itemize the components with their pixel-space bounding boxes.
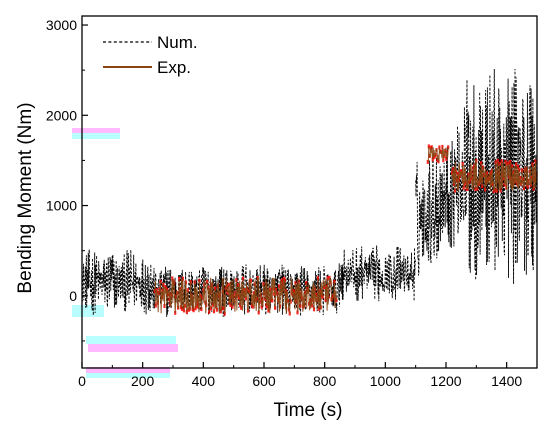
legend-exp-label: Exp. — [157, 58, 191, 77]
num-series-line-2 — [339, 245, 416, 302]
y-tick-label: 2000 — [46, 107, 77, 123]
x-tick-label: 1000 — [370, 373, 401, 389]
color-artifact — [72, 133, 120, 139]
color-artifact — [86, 373, 170, 378]
ticks-layer: 0 200 400 600 800 1000 1200 1400 0 1000 2000 3000 — [46, 17, 523, 389]
num-series-line-3 — [415, 126, 462, 276]
series-layer — [81, 68, 538, 317]
y-tick-label: 3000 — [46, 17, 77, 33]
exp-series-line-2 — [451, 159, 538, 192]
x-tick-label: 800 — [313, 373, 337, 389]
color-artifact — [86, 336, 176, 344]
x-tick-label: 200 — [131, 373, 155, 389]
color-artifact — [72, 305, 104, 317]
x-axis-title: Time (s) — [274, 400, 343, 421]
x-tick-label: 600 — [252, 373, 276, 389]
x-tick-label: 1400 — [491, 373, 522, 389]
y-axis-title: Bending Moment (Nm) — [15, 102, 36, 293]
exp-series-group-0 — [153, 275, 338, 316]
x-tick-label: 1200 — [430, 373, 461, 389]
exp-series-group-2 — [451, 158, 538, 194]
color-artifact — [88, 344, 178, 352]
color-artifact — [86, 367, 170, 373]
y-tick-label: 0 — [69, 288, 77, 304]
x-tick-label: 400 — [192, 373, 216, 389]
legend-num-label: Num. — [157, 33, 198, 52]
exp-series-group-1 — [426, 144, 450, 164]
artifact-layer — [72, 128, 178, 378]
legend: Num. Exp. — [103, 33, 198, 77]
exp-series-line-1 — [427, 146, 449, 163]
y-tick-label: 1000 — [46, 198, 77, 214]
exp-series-line-0 — [154, 277, 337, 314]
plot-frame — [81, 15, 538, 369]
x-tick-label: 0 — [78, 373, 86, 389]
color-artifact — [72, 128, 120, 133]
num-series-line-1 — [151, 263, 341, 317]
num-series-line-0 — [81, 249, 152, 316]
